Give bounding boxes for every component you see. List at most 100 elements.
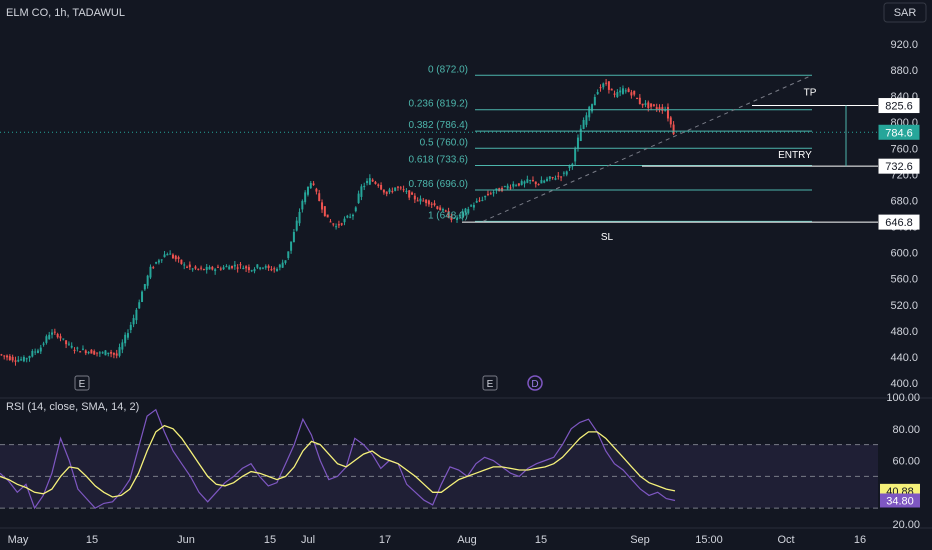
candle-body <box>650 103 653 107</box>
candle-body <box>200 267 203 269</box>
candle-body <box>62 338 65 340</box>
candle-body <box>180 259 183 264</box>
earnings-marker[interactable] <box>482 375 498 391</box>
candle-body <box>292 232 295 243</box>
candle-body <box>385 191 388 194</box>
candle-body <box>59 336 62 339</box>
time-tick-label: May <box>8 534 29 546</box>
candle-body <box>301 200 304 210</box>
candle-body <box>534 181 537 185</box>
candle-body <box>20 359 23 361</box>
candle-body <box>93 351 96 355</box>
candle-body <box>357 193 360 204</box>
price-tick-label: 400.0 <box>890 378 918 390</box>
candle-body <box>489 193 492 195</box>
price-tick-label: 920.0 <box>890 39 918 51</box>
candle-body <box>346 215 349 218</box>
candle-body <box>641 103 644 106</box>
entry-price-label: 732.6 <box>885 161 913 173</box>
candle-body <box>509 187 512 189</box>
rsi-pane[interactable] <box>0 408 676 510</box>
rsi-value-label-bg <box>880 493 920 508</box>
time-tick-label: 17 <box>379 534 391 546</box>
candle-body <box>391 191 394 193</box>
candle-body <box>270 269 273 271</box>
earnings-marker[interactable] <box>74 375 90 391</box>
candle-body <box>115 353 118 356</box>
candle-body <box>318 193 321 202</box>
candle-body <box>14 360 17 362</box>
candle-body <box>557 175 560 177</box>
candle-body <box>79 351 82 353</box>
rsi-value-label: 34.80 <box>886 496 914 508</box>
candle-body <box>588 106 591 118</box>
candle-body <box>267 265 270 269</box>
fib-level-label: 0.786 (696.0) <box>409 179 469 190</box>
candle-body <box>233 264 236 267</box>
candle-body <box>506 185 509 189</box>
tp-annotation: TP <box>804 88 817 99</box>
candle-body <box>110 352 113 354</box>
candle-body <box>306 186 309 195</box>
candle-body <box>259 267 262 269</box>
candle-body <box>118 347 121 356</box>
candle-body <box>276 268 279 271</box>
candle-body <box>413 195 416 200</box>
candle-body <box>548 176 551 179</box>
candle-body <box>436 206 439 209</box>
candle-body <box>146 275 149 286</box>
candle-body <box>486 193 489 195</box>
candle-body <box>36 350 39 353</box>
candle-body <box>194 266 197 269</box>
candle-body <box>174 255 177 260</box>
candle-body <box>129 324 132 331</box>
candle-body <box>104 350 107 356</box>
candle-body <box>582 119 585 129</box>
candle-body <box>661 107 664 111</box>
sl-price-label-bg <box>878 214 920 230</box>
price-series[interactable] <box>0 79 878 366</box>
candle-body <box>416 200 419 202</box>
candle-body <box>512 183 515 187</box>
event-marker-label: E <box>487 379 494 390</box>
candle-body <box>216 266 219 268</box>
time-tick-label: Sep <box>630 534 650 546</box>
candle-body <box>8 356 11 361</box>
candle-body <box>290 241 293 251</box>
candle-body <box>374 181 377 184</box>
candle-body <box>141 291 144 302</box>
fibonacci-retracement[interactable]: 0 (872.0) 0.236 (819.2) 0.382 (786.4) 0.5 (… <box>409 64 879 243</box>
candle-body <box>419 198 422 202</box>
candle-body <box>340 223 343 225</box>
candle-body <box>245 266 248 269</box>
candle-body <box>380 184 383 190</box>
candle-body <box>132 318 135 325</box>
candle-body <box>335 226 338 228</box>
candle-body <box>441 209 444 211</box>
candle-body <box>98 352 101 354</box>
candle-body <box>45 336 48 343</box>
candle-body <box>576 137 579 149</box>
candle-body <box>84 350 87 354</box>
candle-body <box>515 185 518 187</box>
candle-body <box>284 260 287 263</box>
candle-body <box>422 200 425 202</box>
candle-body <box>261 267 264 269</box>
candle-body <box>101 352 104 354</box>
candle-body <box>0 354 3 356</box>
dividend-marker[interactable] <box>527 375 543 391</box>
currency-button[interactable] <box>883 2 927 23</box>
candle-body <box>551 177 554 179</box>
candle-body <box>239 264 242 266</box>
candle-body <box>669 117 672 125</box>
candle-body <box>287 251 290 258</box>
candle-body <box>160 259 163 261</box>
candle-body <box>281 262 284 268</box>
candle-body <box>228 266 231 270</box>
fib-trend-line <box>482 74 813 222</box>
candle-body <box>65 340 68 345</box>
candle-body <box>377 184 380 186</box>
candle-body <box>540 180 543 184</box>
candle-body <box>568 165 571 169</box>
